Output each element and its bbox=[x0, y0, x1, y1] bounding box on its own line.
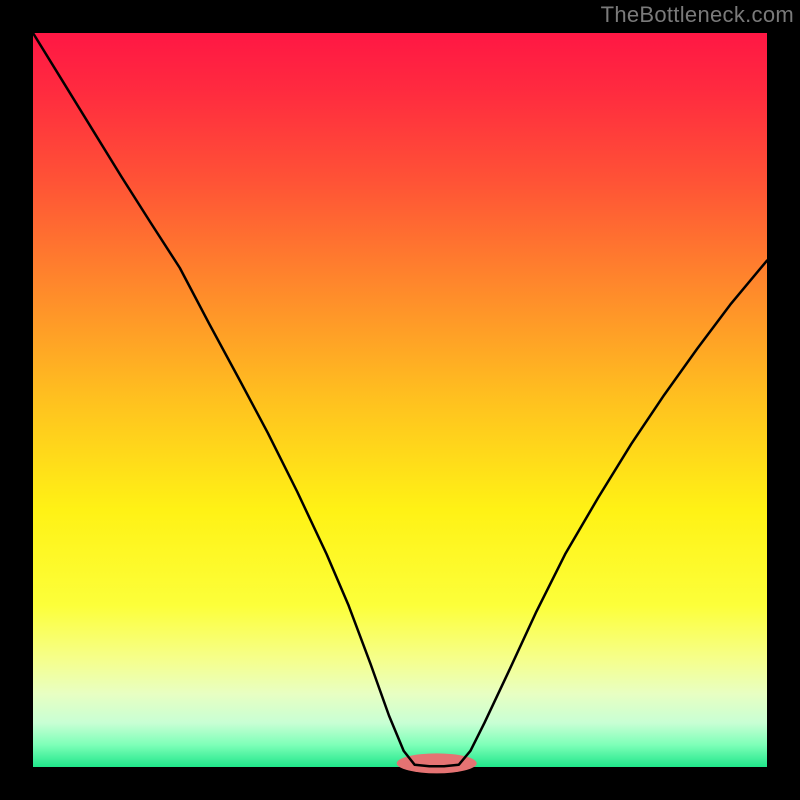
chart-container: TheBottleneck.com bbox=[0, 0, 800, 800]
bottleneck-chart bbox=[0, 0, 800, 800]
watermark-text: TheBottleneck.com bbox=[601, 2, 794, 28]
chart-plot-area bbox=[33, 33, 767, 767]
